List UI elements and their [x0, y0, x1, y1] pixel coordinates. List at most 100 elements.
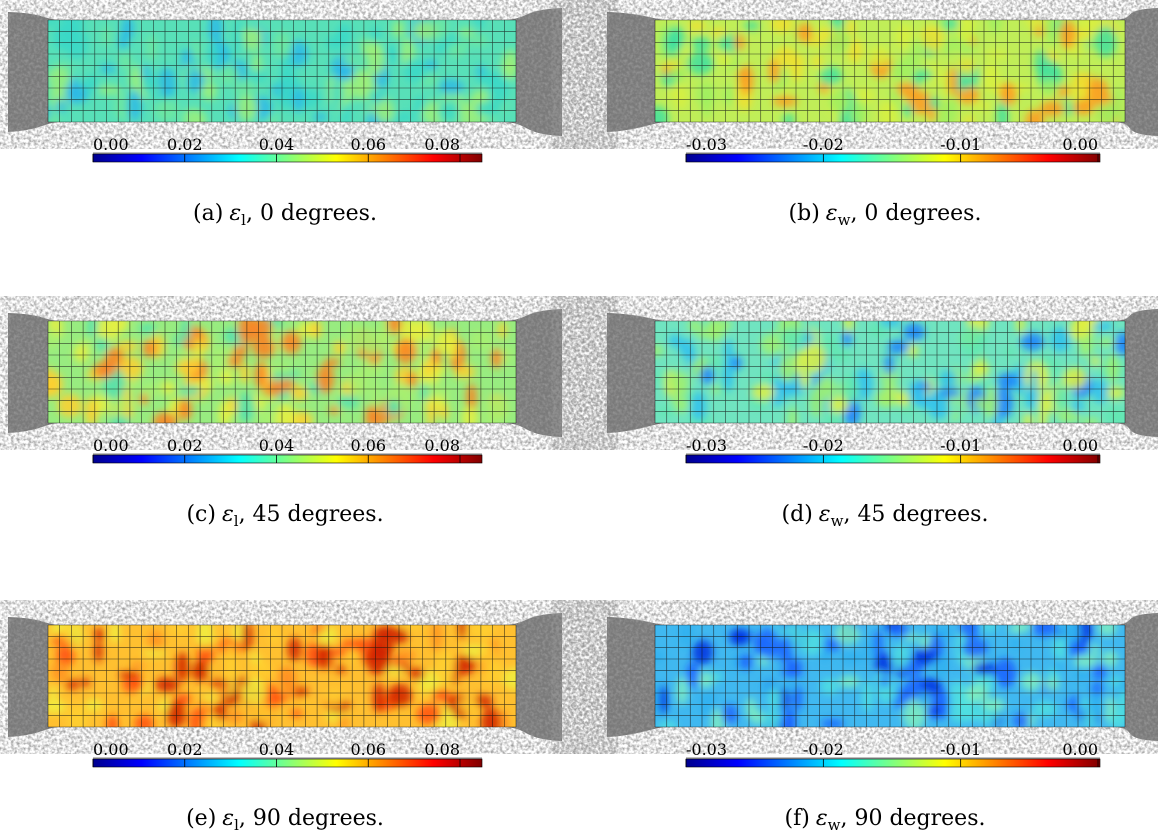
strain-blob: [820, 719, 845, 727]
strain-blob: [331, 78, 343, 109]
strain-blob: [738, 653, 753, 670]
strain-blob: [109, 415, 130, 423]
caption-text: , 0 degrees.: [850, 201, 981, 226]
strain-blob: [1069, 84, 1078, 105]
mesh-grid: [654, 19, 1126, 123]
strain-blob: [1094, 25, 1118, 57]
strain-blob: [664, 30, 682, 57]
strain-blob: [336, 395, 360, 409]
strain-blob: [690, 391, 707, 422]
strain-blob: [1104, 386, 1125, 399]
colorbar-tick-label: 0.02: [167, 135, 203, 154]
strain-blob: [1050, 327, 1071, 353]
strain-blobs: [655, 625, 1125, 727]
strain-blob: [1020, 332, 1045, 351]
strain-blob: [902, 698, 926, 727]
strain-blob: [781, 666, 804, 678]
strain-blob: [738, 64, 754, 95]
strain-blob: [268, 112, 278, 122]
caption-text: , 90 degrees.: [840, 806, 985, 831]
strain-blob: [57, 394, 83, 418]
strain-blob: [1090, 644, 1100, 656]
strain-blob: [797, 22, 813, 43]
strain-blob: [129, 65, 142, 95]
strain-blob: [466, 383, 477, 413]
caption-symbol: ε: [222, 502, 234, 527]
strain-blob: [85, 698, 103, 712]
strain-blob: [745, 697, 756, 719]
strain-blob: [201, 693, 217, 703]
caption-symbol: ε: [826, 201, 838, 226]
strain-blob: [909, 38, 924, 56]
strain-blob: [387, 321, 402, 335]
strain-blob: [416, 703, 442, 725]
strain-blob: [1016, 321, 1025, 334]
strain-blob: [473, 20, 485, 29]
strain-blob: [655, 344, 664, 357]
strain-blob: [242, 625, 253, 652]
strain-blob: [208, 20, 223, 43]
strain-blob: [218, 401, 232, 423]
strain-blob: [980, 63, 1001, 93]
caption: (a) εl, 0 degrees.: [193, 201, 377, 229]
strain-blob: [1081, 417, 1101, 423]
strain-blob: [68, 84, 89, 104]
strain-blob: [1092, 321, 1113, 332]
strain-blob: [782, 113, 795, 122]
mesh-grid: [47, 320, 517, 424]
strain-blob: [963, 115, 975, 122]
strain-blob: [819, 66, 843, 87]
strain-blob: [880, 676, 889, 688]
strain-blob: [48, 20, 58, 26]
colorbar-tick-label: 0.00: [1062, 135, 1098, 154]
strain-blob: [280, 331, 302, 354]
strain-blob: [1039, 100, 1065, 117]
strain-blob: [427, 381, 440, 394]
strain-blob: [110, 321, 129, 333]
colorbar-tick-label: 0.08: [424, 135, 460, 154]
strain-blob: [154, 97, 179, 122]
strain-blob: [142, 339, 156, 358]
strain-blob: [166, 625, 190, 635]
colorbar-tick-label: -0.03: [686, 135, 727, 154]
caption-text: , 45 degrees.: [843, 502, 988, 527]
strain-blob: [887, 340, 910, 354]
strain-blob: [1077, 20, 1102, 33]
strain-blob: [920, 677, 942, 694]
strain-blob: [154, 677, 181, 692]
strain-blob: [434, 42, 448, 54]
mesh-grid: [47, 19, 517, 123]
colorbar-tick-label: 0.00: [93, 740, 129, 759]
strain-blob: [662, 73, 675, 88]
strain-blob: [912, 647, 937, 665]
caption-subscript: w: [838, 211, 851, 229]
colorbar-tick-label: -0.02: [803, 436, 844, 455]
strain-blob: [1076, 321, 1099, 335]
strain-blob: [697, 671, 714, 688]
strain-blob: [434, 20, 449, 41]
strain-blob: [402, 111, 413, 122]
strain-blob: [716, 52, 733, 67]
strain-field: [48, 321, 516, 423]
strain-blob: [252, 53, 262, 75]
strain-blob: [943, 20, 959, 31]
strain-blob: [819, 649, 831, 663]
strain-blob: [272, 364, 295, 373]
strain-blob: [491, 348, 503, 369]
strain-blob: [964, 373, 981, 384]
strain-field: [655, 625, 1125, 727]
strain-blob: [1083, 710, 1096, 727]
strain-blob: [879, 321, 902, 328]
strain-blob: [158, 67, 177, 98]
caption-symbol: ε: [816, 806, 828, 831]
strain-blob: [701, 88, 712, 119]
colorbar-tick-label: -0.03: [686, 436, 727, 455]
strain-blob: [948, 66, 958, 97]
strain-blob: [926, 63, 943, 86]
strain-blob: [409, 667, 425, 681]
strain-blob: [892, 644, 910, 669]
strain-blob: [744, 20, 760, 31]
strain-blob: [127, 89, 142, 122]
